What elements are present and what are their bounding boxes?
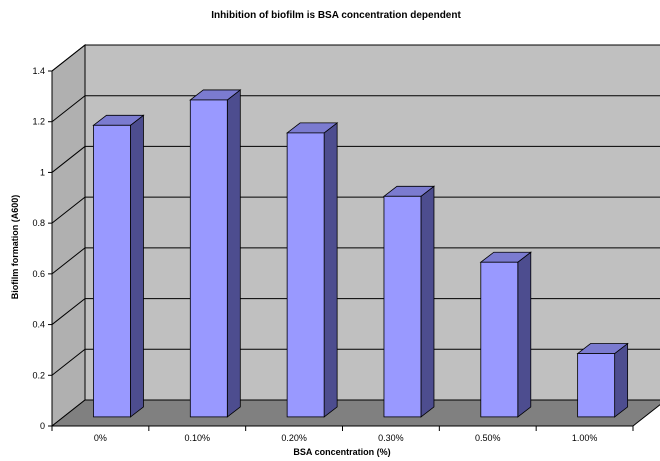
gridline: [51, 44, 660, 72]
plot-area: 0 0.2 0.4 0.6 0.8 1 1.2 1.4 0% 0.10% 0.20% 0.30% 0.5…: [32, 43, 660, 443]
y-tick-label: 1: [40, 167, 45, 177]
bar-side: [226, 89, 241, 418]
gridline: [51, 298, 660, 325]
bar: [383, 195, 422, 418]
y-tick-label: 0.2: [32, 370, 45, 380]
x-axis-title: BSA concentration (%): [293, 447, 390, 457]
chart-title: Inhibition of biofilm is BSA concentrati…: [211, 10, 461, 21]
y-axis-title: Biofilm formation (A600): [10, 195, 20, 300]
gridline: [51, 95, 660, 123]
y-tick-label: 0.8: [32, 218, 45, 228]
bar-side: [420, 185, 435, 418]
gridline: [51, 196, 660, 224]
back-wall: [84, 44, 660, 401]
y-tick-label: 0.6: [32, 269, 45, 279]
bar-side: [323, 122, 338, 418]
x-tick-label: 0.50%: [475, 433, 501, 443]
bar: [286, 132, 325, 418]
gridline: [51, 247, 660, 275]
y-tick-label: 1.4: [32, 66, 45, 76]
bar: [577, 353, 616, 418]
bar-side: [130, 114, 144, 418]
gridline: [51, 348, 660, 376]
y-tick-label: 0: [40, 421, 45, 431]
y-tick-label: 1.2: [32, 117, 45, 127]
gridline: [51, 145, 660, 173]
y-tick-label: 0.4: [32, 320, 45, 330]
bar: [93, 124, 131, 418]
bar: [189, 99, 228, 418]
x-tick-label: 0.20%: [281, 433, 307, 443]
bar: [480, 261, 519, 418]
x-tick-label: 0.10%: [184, 433, 210, 443]
bar-side: [517, 251, 532, 418]
x-tick-label: 0.30%: [378, 433, 404, 443]
side-wall: [51, 43, 86, 428]
bar-side: [614, 342, 629, 418]
x-tick-label: 0%: [94, 433, 107, 443]
x-tick-label: 1.00%: [572, 433, 598, 443]
